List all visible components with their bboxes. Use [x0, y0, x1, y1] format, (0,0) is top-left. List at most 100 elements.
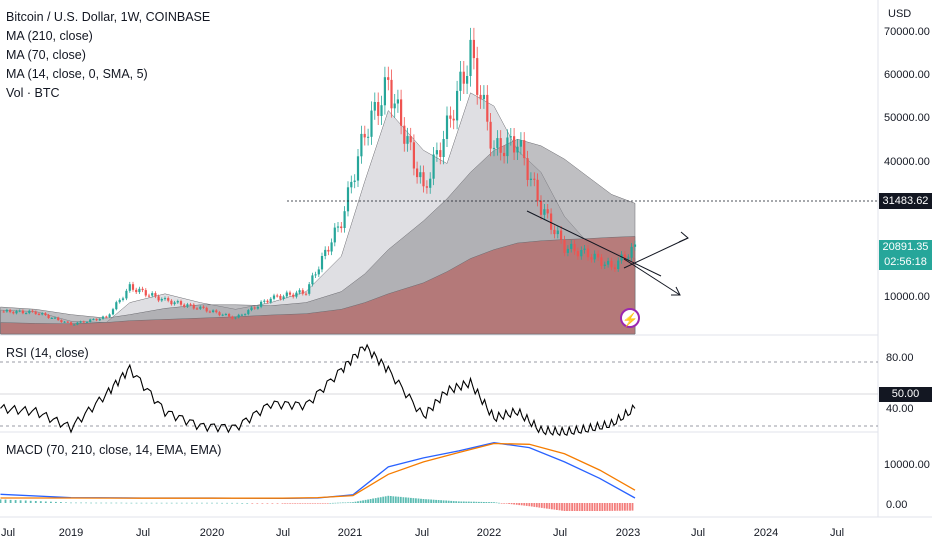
macd-hist-bar — [155, 502, 158, 504]
candle-body — [360, 133, 363, 157]
candle-body — [452, 118, 455, 121]
candle-body — [157, 296, 160, 301]
price-candles — [2, 27, 637, 326]
macd-hist-bar — [29, 500, 32, 503]
currency-label[interactable]: USD — [888, 8, 912, 20]
macd-hist-bar — [251, 503, 254, 504]
macd-hist-bar — [332, 502, 334, 504]
macd-hist-bar — [407, 497, 410, 503]
legend-ma14[interactable]: MA (14, close, 0, SMA, 5) — [6, 67, 148, 81]
candle-body — [308, 284, 311, 294]
time-label: 2021 — [338, 527, 362, 539]
candle-body — [199, 306, 202, 309]
time-label: 2022 — [477, 527, 501, 539]
candle-body — [147, 295, 151, 297]
candle-body — [370, 110, 373, 137]
candle-body — [12, 312, 15, 314]
macd-hist-bar — [170, 502, 173, 504]
macd-hist-bar — [606, 503, 609, 511]
bar-countdown: 02:56:18 — [884, 256, 927, 268]
macd-hist-bar — [518, 503, 521, 506]
time-label: Jul — [136, 527, 150, 539]
macd-hist-bar — [145, 502, 148, 504]
candle-body — [586, 248, 590, 258]
up-arrow-line[interactable] — [623, 237, 689, 269]
candle-body — [425, 186, 428, 188]
down-arrow-line[interactable] — [623, 258, 681, 296]
lightning-icon[interactable]: ⚡ — [620, 308, 640, 328]
macd-hist-bar — [337, 502, 339, 504]
candle-body — [336, 226, 340, 228]
candle-body — [141, 288, 144, 291]
macd-hist-bar — [316, 503, 319, 504]
candle-body — [419, 172, 422, 178]
macd-hist-bar — [422, 499, 425, 503]
symbol-title[interactable]: Bitcoin / U.S. Dollar, 1W, COINBASE — [6, 10, 211, 24]
candle-body — [192, 304, 195, 309]
candle-body — [151, 293, 154, 296]
macd-hist-bar — [276, 503, 279, 504]
legend-ma210[interactable]: MA (210, close) — [6, 29, 93, 43]
macd-hist-bar — [455, 501, 458, 503]
candle-body — [432, 154, 435, 179]
candle-body — [167, 298, 170, 301]
candle-body — [118, 299, 121, 303]
up-arrow-head — [678, 231, 689, 243]
rsi-title[interactable]: RSI (14, close) — [6, 346, 89, 360]
macd-hist-bar — [415, 498, 417, 503]
macd-hist-bar — [601, 503, 604, 511]
candle-body — [154, 293, 157, 297]
candle-body — [380, 105, 383, 116]
candle-body — [496, 138, 499, 148]
macd-hist-bar — [140, 502, 143, 504]
macd-hist-bar — [105, 502, 108, 504]
trend-line[interactable] — [526, 210, 662, 277]
candle-body — [195, 308, 199, 310]
macd-hist-bar — [591, 503, 594, 511]
macd-title[interactable]: MACD (70, 210, close, 14, EMA, EMA) — [6, 443, 222, 457]
macd-hist-bar — [629, 503, 631, 511]
macd-hist-bar — [369, 499, 372, 503]
candle-body — [324, 249, 327, 256]
candle-body — [135, 289, 138, 293]
candle-body — [409, 136, 412, 143]
macd-hist-bar — [294, 503, 296, 504]
macd-hist-bar — [412, 498, 415, 503]
candle-body — [247, 310, 250, 315]
time-label: 2024 — [754, 527, 778, 539]
macd-hist-bar — [34, 501, 37, 503]
chart-legend[interactable]: Bitcoin / U.S. Dollar, 1W, COINBASE MA (… — [6, 8, 210, 103]
candle-body — [442, 139, 445, 157]
macd-hist-bar — [503, 503, 505, 504]
macd-hist-bar — [236, 502, 239, 504]
candle-body — [416, 168, 419, 178]
candle-body — [21, 310, 24, 314]
macd-hist-bar — [525, 503, 528, 506]
legend-ma70[interactable]: MA (70, close) — [6, 48, 86, 62]
legend-volume[interactable]: Vol · BTC — [6, 86, 60, 100]
candle-body — [170, 300, 173, 305]
candle-body — [330, 242, 333, 252]
macd-hist-bar — [515, 503, 518, 505]
time-axis[interactable]: Jul 2019 Jul 2020 Jul 2021 Jul 2022 Jul … — [1, 527, 844, 539]
candle-body — [231, 316, 234, 319]
macd-hist-bar — [286, 503, 289, 504]
macd-hist-bar — [289, 503, 291, 504]
macd-hist-bar — [291, 503, 294, 504]
candle-body — [89, 319, 92, 322]
candle-body — [600, 257, 603, 266]
macd-hist-bar — [90, 502, 92, 504]
candle-body — [387, 77, 390, 80]
macd-hist-bar — [271, 503, 274, 504]
rsi-line — [0, 343, 636, 437]
candle-body — [125, 290, 128, 299]
candle-body — [513, 136, 516, 153]
macd-tick-0: 0.00 — [886, 499, 907, 511]
candle-body — [263, 300, 266, 302]
candle-body — [390, 79, 393, 109]
candle-body — [128, 284, 131, 291]
macd-hist-bar — [364, 499, 367, 503]
macd-hist-bar — [435, 499, 437, 503]
macd-hist-bar — [452, 501, 455, 503]
